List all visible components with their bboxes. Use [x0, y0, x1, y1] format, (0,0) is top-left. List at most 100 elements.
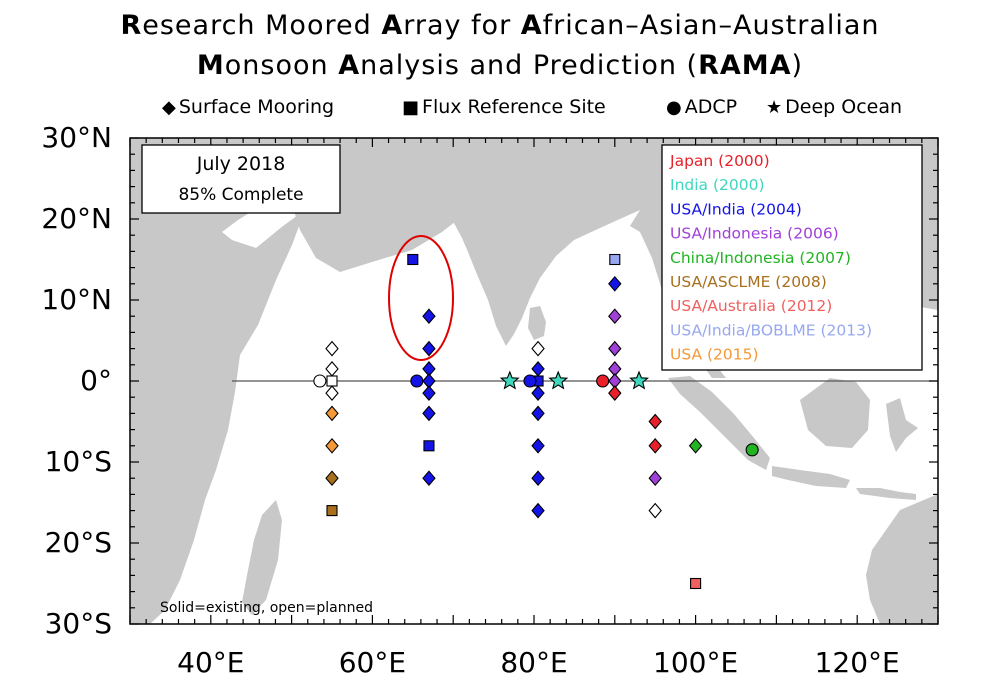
key-flux-reference-site: ■ Flux Reference Site [402, 96, 606, 118]
surface-mooring-diamond [531, 437, 545, 454]
surface-mooring-diamond [325, 405, 339, 422]
sri-lanka-landmass [528, 306, 546, 340]
flux-site-square [326, 505, 338, 517]
title-fragment: onsoon [224, 50, 339, 81]
partner-legend-item: China/Indonesia (2007) [670, 249, 851, 267]
flux-site-square [423, 440, 435, 452]
star-icon: ★ [766, 97, 783, 118]
mooring-sites [313, 253, 759, 590]
title-fragment: M [196, 50, 225, 81]
circle-icon: ● [666, 97, 682, 118]
partner-legend-item: USA/ASCLME (2008) [670, 273, 827, 291]
title-fragment: esearch Moored [142, 10, 382, 41]
status-date: July 2018 [196, 153, 286, 175]
surface-mooring-diamond [531, 385, 545, 401]
australia-landmass [866, 494, 938, 624]
title-fragment: RAMA [698, 50, 792, 81]
key-surface-mooring: ◆ Surface Mooring [162, 96, 334, 118]
surface-mooring-diamond [531, 502, 545, 519]
surface-mooring-diamond [688, 437, 703, 454]
latitude-label: 10°N [41, 283, 112, 316]
java-landmass [772, 466, 850, 488]
india-landmass [420, 138, 640, 346]
longitude-label: 120°E [814, 646, 900, 679]
surface-mooring-diamond [648, 413, 662, 430]
surface-mooring-diamond [325, 470, 339, 487]
partner-legend-item: USA/Indonesia (2006) [670, 225, 839, 243]
latitude-label: 30°N [41, 121, 112, 154]
sumatra-landmass [668, 376, 770, 470]
adcp-circle [313, 374, 327, 388]
title-fragment: rray for [403, 10, 521, 41]
partner-legend-item: USA/India/BOBLME (2013) [670, 321, 872, 339]
surface-mooring-diamond [608, 340, 622, 357]
flux-site-square [407, 253, 419, 266]
surface-mooring-diamond [325, 385, 339, 401]
title-fragment: frican–Asian–Australian [542, 10, 880, 41]
map-title-line-2: Monsoon Analysis and Prediction (RAMA) [0, 50, 1000, 81]
title-fragment: ) [791, 50, 804, 81]
surface-mooring-diamond [325, 340, 339, 357]
title-fragment: nalysis and Prediction ( [360, 50, 699, 81]
madagascar-landmass [242, 500, 282, 615]
square-icon: ■ [402, 97, 420, 118]
surface-mooring-diamond [422, 308, 436, 325]
title-fragment: A [381, 10, 404, 41]
longitude-label: 60°E [338, 646, 407, 679]
flux-site-square [326, 375, 338, 387]
lesser-sunda-landmass [856, 488, 916, 500]
partner-legend-item: India (2000) [670, 176, 765, 194]
latitude-label: 20°S [44, 526, 112, 559]
footnote: Solid=existing, open=planned [160, 600, 373, 616]
longitude-label: 80°E [500, 646, 568, 679]
socotra-landmass [318, 248, 334, 258]
surface-mooring-diamond [608, 385, 622, 401]
surface-mooring-diamond [531, 405, 545, 422]
highlight-ellipse [388, 235, 454, 361]
adcp-circle [745, 443, 759, 457]
surface-mooring-diamond [422, 470, 436, 487]
title-fragment: A [338, 50, 361, 81]
surface-mooring-diamond [422, 340, 436, 357]
longitude-label: 40°E [177, 646, 245, 679]
surface-mooring-diamond [422, 405, 436, 422]
title-fragment: A [520, 10, 543, 41]
map-title-line-1: Research Moored Array for African–Asian–… [0, 10, 1000, 41]
adcp-circle [410, 374, 424, 388]
deep-ocean-star [629, 370, 650, 390]
status-complete: 85% Complete [178, 185, 303, 205]
partner-legend-item: USA/India (2004) [670, 200, 802, 218]
surface-mooring-diamond [648, 502, 662, 519]
surface-mooring-diamond [648, 437, 662, 454]
latitude-label: 20°N [41, 202, 112, 235]
africa-landmass [130, 138, 305, 624]
surface-mooring-diamond [422, 385, 436, 401]
partner-legend-item: Japan (2000) [669, 152, 770, 170]
sulawesi-landmass [886, 398, 918, 452]
flux-site-square [609, 253, 621, 266]
key-adcp: ● ADCP [666, 96, 737, 118]
key-label: ADCP [684, 96, 738, 118]
status-box-frame [141, 144, 341, 214]
deep-ocean-star [548, 370, 569, 390]
partner-legend-frame [661, 144, 923, 371]
partner-legend-item: USA/Australia (2012) [670, 297, 832, 315]
key-deep-ocean: ★ Deep Ocean [766, 96, 902, 118]
key-label: Surface Mooring [178, 96, 335, 118]
latitude-label: 10°S [44, 445, 112, 478]
map-border [129, 137, 939, 625]
status-box: July 2018 85% Complete [141, 144, 341, 214]
title-fragment: R [120, 10, 143, 41]
partner-legend: Japan (2000) India (2000) USA/India (2004)… [661, 144, 923, 371]
surface-mooring-diamond [531, 470, 545, 487]
surface-mooring-diamond [648, 470, 662, 487]
surface-mooring-diamond [531, 340, 545, 357]
longitude-label: 100°E [653, 646, 739, 679]
key-label: Deep Ocean [785, 96, 903, 118]
diamond-icon: ◆ [162, 97, 176, 118]
axis-ticks [129, 137, 939, 625]
surface-mooring-diamond [608, 275, 622, 292]
flux-site-square [690, 577, 702, 590]
adcp-circle [523, 374, 537, 388]
